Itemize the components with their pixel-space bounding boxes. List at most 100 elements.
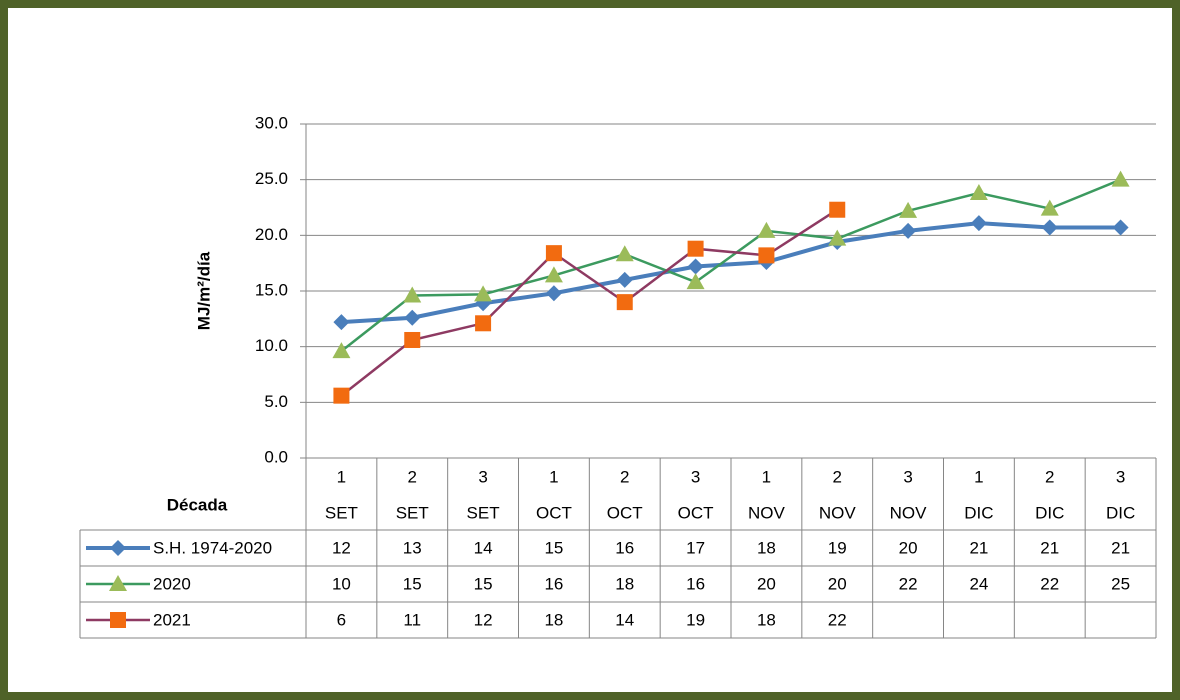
marker [616,294,633,311]
x-tick-label: DIC [1035,503,1064,522]
table-value: 24 [969,574,988,593]
marker [687,240,704,257]
marker [110,540,126,556]
marker [970,215,987,232]
y-tick-label: 10.0 [255,336,288,355]
x-tick-label: OCT [678,503,714,522]
marker [969,184,988,201]
table-value: 18 [615,574,634,593]
marker [333,314,350,331]
y-tick-label: 0.0 [264,447,288,466]
table-value: 14 [474,538,493,557]
table-value: 14 [615,610,634,629]
table-value: 18 [757,610,776,629]
table-header: Década [167,495,228,514]
marker [109,575,127,591]
x-tick-label: 2 [1045,467,1054,486]
marker [475,315,492,332]
series-line [340,178,1122,353]
y-tick-label: 30.0 [255,113,288,132]
marker [616,271,633,288]
table-value: 15 [544,538,563,557]
marker [1041,219,1058,236]
marker [403,286,422,303]
x-tick-label: 3 [1116,467,1125,486]
table-value: 6 [337,610,346,629]
legend-label: 2021 [153,610,191,629]
marker [545,285,562,302]
marker [900,222,917,239]
table-value: 12 [474,610,493,629]
x-tick-label: 1 [549,467,558,486]
x-tick-label: 1 [762,467,771,486]
x-tick-label: 1 [337,467,346,486]
marker [333,387,350,404]
series-line [341,221,1121,325]
table-value: 10 [332,574,351,593]
table-value: 21 [969,538,988,557]
marker [404,331,421,348]
table-value: 21 [1040,538,1059,557]
table-value: 11 [403,610,421,629]
y-axis-label: MJ/m²/día [194,251,213,330]
legend-label: S.H. 1974-2020 [153,538,272,557]
marker [1040,199,1059,216]
marker [1111,170,1130,187]
table-value: 19 [686,610,705,629]
table-value: 12 [332,538,351,557]
x-tick-label: OCT [536,503,572,522]
x-tick-label: NOV [819,503,857,522]
table-value: 15 [474,574,493,593]
table-value: 18 [757,538,776,557]
marker [332,342,351,359]
x-tick-label: SET [396,503,429,522]
x-tick-label: 3 [691,467,700,486]
table-value: 16 [615,538,634,557]
marker [899,201,918,218]
table-value: 18 [544,610,563,629]
legend-label: 2020 [153,574,191,593]
y-tick-label: 25.0 [255,169,288,188]
marker [110,612,126,628]
x-tick-label: 3 [478,467,487,486]
x-tick-label: 2 [620,467,629,486]
x-tick-label: DIC [964,503,993,522]
x-tick-label: 2 [833,467,842,486]
marker [828,229,847,246]
table-value: 20 [828,574,847,593]
marker [615,245,634,262]
marker [829,201,846,218]
table-value: 16 [544,574,563,593]
table-value: 13 [403,538,422,557]
x-tick-label: NOV [890,503,928,522]
marker [474,285,493,302]
y-tick-label: 5.0 [264,392,288,411]
table-value: 20 [899,538,918,557]
x-tick-label: DIC [1106,503,1135,522]
marker [758,247,775,264]
marker [686,273,705,290]
marker [687,258,704,275]
marker [544,266,563,283]
x-tick-label: NOV [748,503,786,522]
x-tick-label: 2 [408,467,417,486]
table-value: 17 [686,538,705,557]
series-line [340,208,838,397]
marker [545,245,562,262]
table-value: 20 [757,574,776,593]
y-tick-label: 20.0 [255,225,288,244]
table-value: 25 [1111,574,1130,593]
marker [757,221,776,238]
x-tick-label: 1 [974,467,983,486]
x-tick-label: SET [325,503,358,522]
x-tick-label: 3 [903,467,912,486]
table-value: 22 [899,574,918,593]
marker [1112,219,1129,236]
table-value: 21 [1111,538,1130,557]
table-value: 15 [403,574,422,593]
table-value: 19 [828,538,847,557]
y-tick-label: 15.0 [255,280,288,299]
